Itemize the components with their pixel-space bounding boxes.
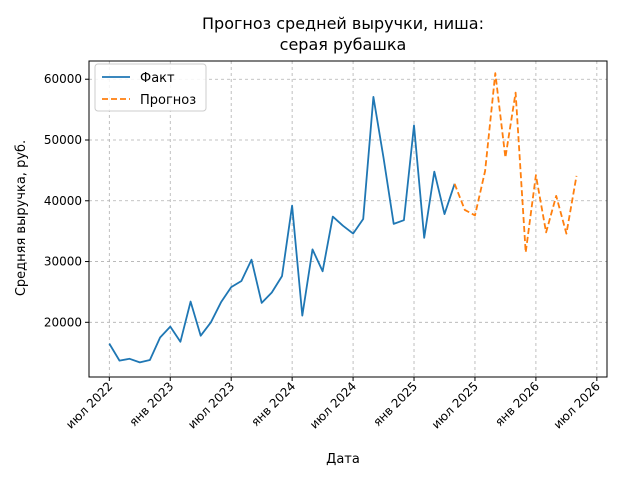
legend: Факт Прогноз: [94, 63, 207, 112]
chart-title-line-2: серая рубашка: [280, 35, 407, 54]
y-tick-label: 50000: [44, 133, 82, 147]
series-line-fact: [108, 96, 456, 364]
legend-label-fact: Факт: [140, 71, 175, 86]
series-line-forecast: [453, 72, 578, 254]
y-tick-label: 20000: [44, 315, 82, 329]
x-tick-label: июл 2025: [429, 379, 481, 431]
x-tick-label: июл 2024: [307, 379, 359, 431]
y-tick-label: 60000: [44, 72, 82, 86]
legend-label-forecast: Прогноз: [140, 93, 196, 108]
x-tick-label: янв 2026: [492, 379, 542, 429]
grid-lines: [89, 61, 607, 377]
x-axis-label: Дата: [326, 452, 360, 467]
x-tick-label: янв 2025: [370, 379, 420, 429]
y-tick-label: 30000: [44, 255, 82, 269]
x-tick-label: июл 2023: [185, 379, 237, 431]
plot-area-frame: [88, 60, 608, 378]
x-tick-label: июл 2026: [551, 379, 603, 431]
x-tick-label: янв 2024: [248, 379, 298, 429]
y-tick-label: 40000: [44, 194, 82, 208]
x-tick-label: июл 2022: [63, 379, 115, 431]
x-tick-label: янв 2023: [127, 379, 177, 429]
y-axis-label: Средняя выручка, руб.: [14, 140, 29, 296]
chart-title-line-1: Прогноз средней выручки, ниша:: [202, 14, 484, 33]
axis-ticks: июл 2022 янв 2023 июл 2023 янв 2024 июл 2024…: [44, 72, 603, 431]
series-layer: [108, 72, 578, 364]
